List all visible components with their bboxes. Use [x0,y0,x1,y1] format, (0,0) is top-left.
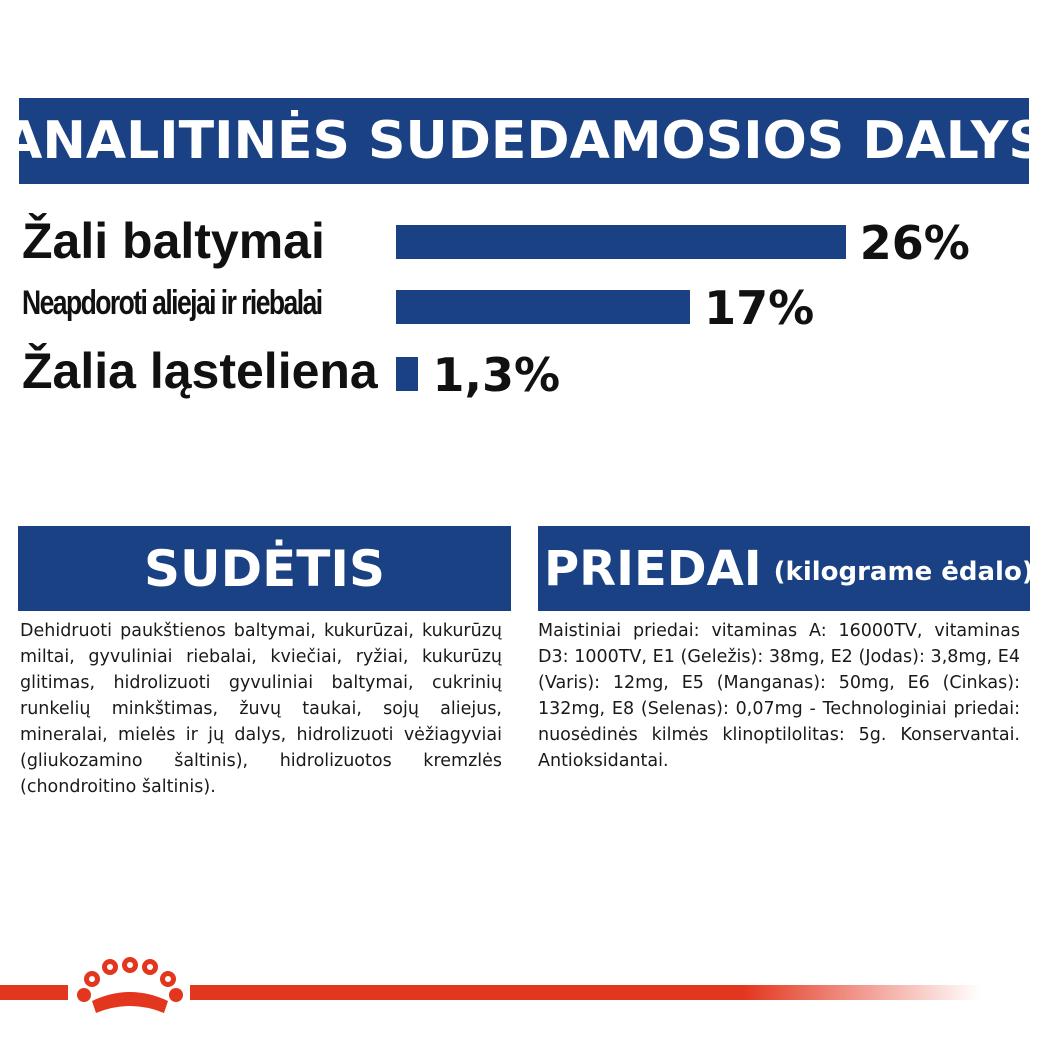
bar-protein [396,225,846,259]
royal-canin-crown-icon [77,957,183,1013]
bar-fat [396,290,691,324]
additives-banner: PRIEDAI (kilograme ėdalo) [538,526,1030,611]
value-label-fat: 17% [704,281,815,335]
composition-banner: SUDĖTIS [18,526,511,611]
category-label-fat: Neapdoroti aliejai ir riebalai [22,284,323,322]
additives-subtitle: (kilograme ėdalo) [773,556,1030,587]
composition-title: SUDĖTIS [144,539,385,598]
bar-fibre [396,357,419,391]
value-label-fibre: 1,3% [432,348,561,402]
additives-title: PRIEDAI [544,540,762,597]
footer-accent-line-right [190,985,980,1000]
footer-accent-line-left [0,985,68,1000]
value-label-protein: 26% [859,216,970,270]
analytical-components-banner: ANALITINĖS SUDEDAMOSIOS DALYS [19,98,1029,184]
category-label-protein: Žali baltymai [22,213,325,269]
additives-text: Maistiniai priedai: vitaminas A: 16000TV… [538,621,1020,771]
chart-title: ANALITINĖS SUDEDAMOSIOS DALYS [19,111,1029,171]
composition-text: Dehidruoti paukštienos baltymai, kukurūz… [20,621,502,797]
category-label-fibre: Žalia ląsteliena [22,343,378,399]
